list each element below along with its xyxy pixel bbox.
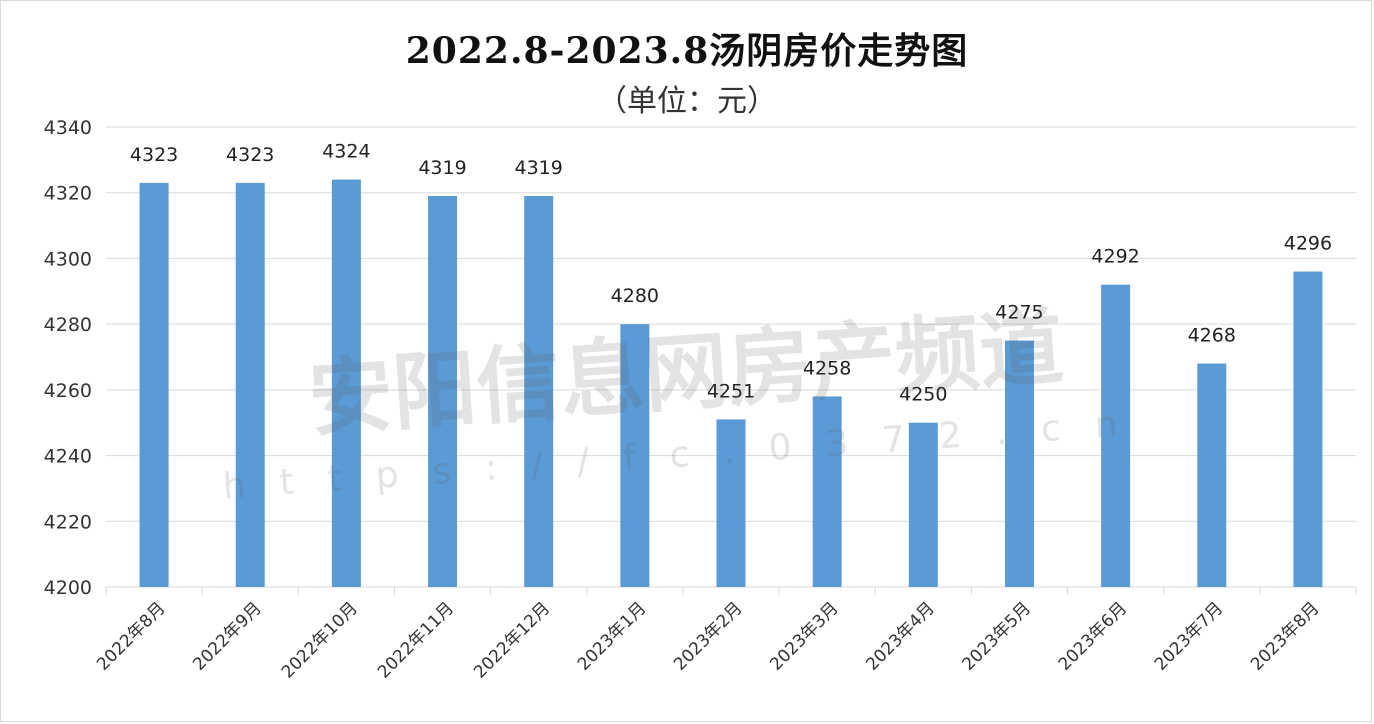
- bar-2022年9月: [235, 182, 265, 587]
- bar-2023年1月: [620, 324, 650, 587]
- data-label: 4258: [803, 357, 851, 379]
- y-tick-label: 4200: [44, 577, 92, 599]
- data-label: 4324: [322, 141, 370, 163]
- x-category-label: 2022年11月: [374, 598, 458, 682]
- y-tick-label: 4220: [44, 511, 92, 533]
- data-label: 4323: [226, 144, 274, 166]
- data-label: 4296: [1284, 233, 1332, 255]
- x-category-label: 2023年7月: [1151, 598, 1227, 674]
- x-category-label: 2023年2月: [670, 598, 746, 674]
- data-label: 4319: [418, 157, 466, 179]
- bar-2022年10月: [331, 179, 361, 588]
- bar-2023年3月: [812, 396, 842, 587]
- y-tick-label: 4240: [44, 446, 92, 468]
- bar-2023年2月: [716, 419, 746, 587]
- y-tick-label: 4320: [44, 183, 92, 205]
- bar-2022年11月: [428, 196, 458, 587]
- y-tick-label: 4280: [44, 314, 92, 336]
- x-category-label: 2023年3月: [766, 598, 842, 674]
- data-label: 4319: [515, 157, 563, 179]
- x-category-label: 2022年8月: [93, 598, 169, 674]
- bar-2023年7月: [1197, 363, 1227, 587]
- bar-2023年5月: [1004, 340, 1034, 587]
- x-category-label: 2023年5月: [959, 598, 1035, 674]
- bar-2023年8月: [1293, 271, 1323, 587]
- x-category-label: 2023年8月: [1247, 598, 1323, 674]
- data-label: 4323: [130, 144, 178, 166]
- bars: [139, 179, 1323, 588]
- y-axis-tick-labels: 4200 4220 4240 4260 4280 4300 4320 4340: [44, 117, 92, 599]
- x-category-label: 2023年4月: [862, 598, 938, 674]
- y-tick-label: 4260: [44, 380, 92, 402]
- bar-2023年6月: [1101, 284, 1131, 587]
- bar-2022年12月: [524, 196, 554, 587]
- chart-title: 2022.8-2023.8汤阴房价走势图: [405, 30, 969, 72]
- x-category-label: 2023年6月: [1055, 598, 1131, 674]
- bar-2022年8月: [139, 182, 169, 587]
- data-labels: 4323 4323 4324 4319 4319 4280 4251 4258 4250 4275…: [130, 141, 1332, 406]
- data-label: 4250: [899, 384, 947, 406]
- data-label: 4275: [995, 302, 1043, 324]
- data-label: 4280: [611, 285, 659, 307]
- y-tick-label: 4300: [44, 248, 92, 270]
- x-axis-category-labels: 2022年8月 2022年9月 2022年10月 2022年11月 2022年12月 20…: [93, 598, 1323, 682]
- data-label: 4251: [707, 380, 755, 402]
- x-category-label: 2022年12月: [470, 598, 554, 682]
- chart-subtitle: （单位：元）: [597, 84, 777, 119]
- bar-2023年4月: [908, 422, 938, 587]
- data-label: 4292: [1091, 246, 1139, 268]
- data-label: 4268: [1188, 325, 1236, 347]
- x-category-label: 2023年1月: [574, 598, 650, 674]
- x-category-label: 2022年9月: [189, 598, 265, 674]
- x-category-label: 2022年10月: [278, 598, 362, 682]
- y-tick-label: 4340: [44, 117, 92, 139]
